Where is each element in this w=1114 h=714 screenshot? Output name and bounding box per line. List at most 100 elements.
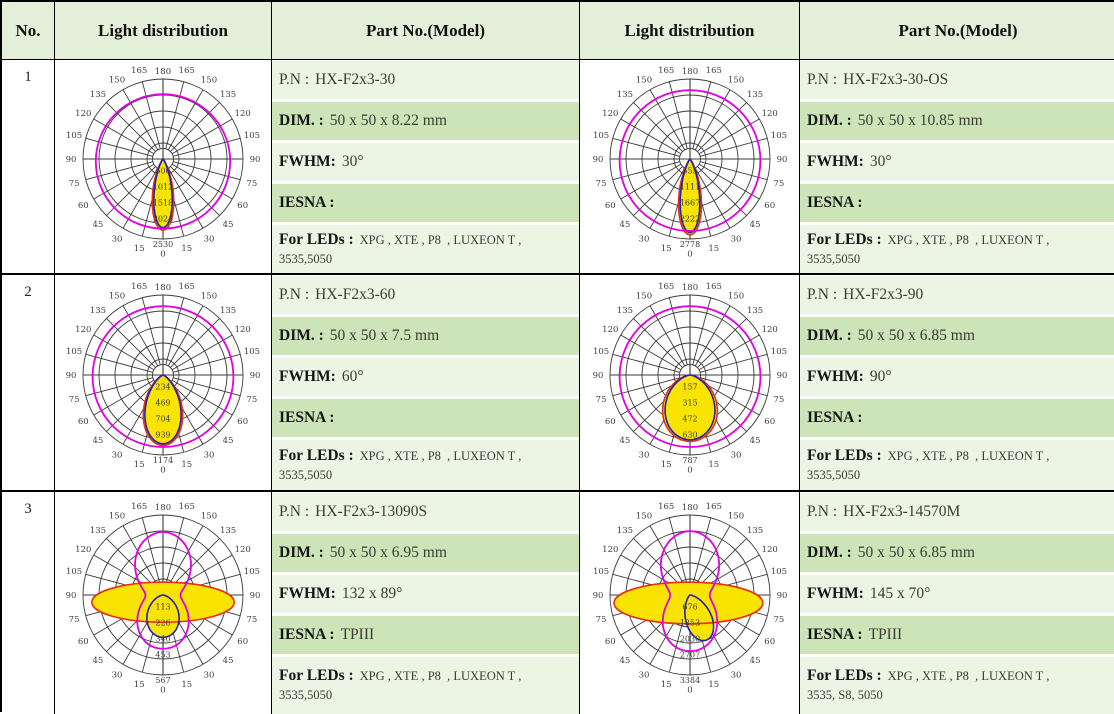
svg-text:30: 30	[638, 671, 649, 681]
svg-text:75: 75	[773, 178, 784, 188]
pn-value: HX-F2x3-30	[315, 71, 396, 88]
svg-text:15: 15	[181, 243, 192, 253]
row-number: 1	[2, 60, 55, 275]
dim-value: 50 x 50 x 8.22 mm	[329, 112, 447, 129]
row-number: 3	[2, 492, 55, 714]
svg-text:135: 135	[616, 526, 632, 536]
row-number: 2	[2, 275, 55, 492]
svg-text:45: 45	[619, 436, 630, 446]
svg-text:105: 105	[592, 347, 608, 357]
svg-text:165: 165	[658, 282, 674, 292]
dim-row: DIM. : 50 x 50 x 6.85 mm	[800, 534, 1114, 572]
pn-label: P.N :	[279, 503, 310, 520]
leds-list-2: 3535, S8, 5050	[807, 688, 883, 703]
svg-text:15: 15	[660, 680, 671, 690]
svg-text:180: 180	[155, 503, 171, 513]
svg-text:2024: 2024	[153, 214, 173, 223]
fwhm-row: FWHM: 90°	[800, 358, 1114, 396]
svg-text:105: 105	[770, 131, 786, 141]
fwhm-label: FWHM:	[279, 368, 336, 385]
svg-text:157: 157	[682, 382, 697, 391]
part-info-cell: P.N : HX-F2x3-13090S DIM. : 50 x 50 x 6.…	[272, 492, 580, 714]
header-light-distribution-2: Light distribution	[580, 2, 800, 60]
svg-text:120: 120	[75, 545, 91, 555]
svg-text:45: 45	[619, 656, 630, 666]
dim-row: DIM. : 50 x 50 x 8.22 mm	[272, 102, 579, 140]
svg-text:75: 75	[595, 615, 606, 625]
svg-text:120: 120	[75, 109, 91, 119]
dim-label: DIM. :	[279, 327, 324, 344]
fwhm-row: FWHM: 30°	[800, 143, 1114, 181]
svg-text:0: 0	[160, 465, 165, 475]
svg-text:60: 60	[78, 417, 89, 427]
svg-text:165: 165	[658, 502, 674, 512]
svg-text:90: 90	[66, 155, 77, 165]
svg-text:0: 0	[160, 249, 165, 259]
svg-text:105: 105	[592, 131, 608, 141]
fwhm-row: FWHM: 145 x 70°	[800, 575, 1114, 613]
svg-text:75: 75	[69, 178, 80, 188]
svg-text:180: 180	[681, 503, 697, 513]
svg-text:165: 165	[705, 282, 721, 292]
dim-value: 50 x 50 x 7.5 mm	[329, 327, 440, 344]
leds-row: For LEDs : XPG , XTE , P8 , LUXEON T , 3…	[272, 657, 579, 714]
dim-value: 50 x 50 x 10.85 mm	[857, 112, 983, 129]
svg-text:150: 150	[201, 75, 217, 85]
leds-list: XPG , XTE , P8 , LUXEON T ,	[887, 232, 1050, 247]
svg-text:0: 0	[687, 249, 692, 259]
svg-text:90: 90	[592, 371, 603, 381]
pn-label: P.N :	[807, 71, 838, 88]
svg-text:3384: 3384	[679, 676, 699, 685]
dim-label: DIM. :	[807, 544, 852, 561]
svg-text:15: 15	[660, 243, 671, 253]
svg-text:60: 60	[78, 637, 89, 647]
svg-text:1667: 1667	[679, 198, 699, 207]
dim-row: DIM. : 50 x 50 x 6.95 mm	[272, 534, 579, 572]
svg-text:30: 30	[730, 671, 741, 681]
leds-row: For LEDs : XPG , XTE , P8 , LUXEON T , 3…	[800, 225, 1114, 273]
fwhm-value: 145 x 70°	[869, 585, 931, 602]
svg-text:180: 180	[155, 67, 171, 77]
svg-text:472: 472	[682, 414, 697, 423]
svg-text:150: 150	[635, 511, 651, 521]
svg-text:939: 939	[155, 430, 170, 439]
pn-value: HX-F2x3-13090S	[315, 503, 428, 520]
leds-list: XPG , XTE , P8 , LUXEON T ,	[359, 232, 522, 247]
fwhm-label: FWHM:	[279, 585, 336, 602]
svg-text:1174: 1174	[153, 456, 173, 465]
svg-text:165: 165	[131, 502, 147, 512]
leds-list: XPG , XTE , P8 , LUXEON T ,	[359, 669, 522, 684]
svg-text:135: 135	[90, 89, 106, 99]
fwhm-label: FWHM:	[807, 585, 864, 602]
svg-text:226: 226	[155, 619, 170, 628]
svg-text:150: 150	[201, 291, 217, 301]
svg-text:75: 75	[69, 615, 80, 625]
iesna-row: IESNA :	[272, 399, 579, 437]
svg-text:676: 676	[682, 603, 697, 612]
svg-text:90: 90	[250, 155, 261, 165]
svg-text:120: 120	[235, 325, 251, 335]
fwhm-value: 60°	[341, 368, 364, 385]
svg-text:1353: 1353	[679, 619, 699, 628]
svg-text:45: 45	[223, 220, 234, 230]
svg-text:135: 135	[220, 89, 236, 99]
leds-row: For LEDs : XPG , XTE , P8 , LUXEON T , 3…	[272, 225, 579, 273]
svg-text:150: 150	[727, 511, 743, 521]
svg-text:165: 165	[705, 66, 721, 76]
iesna-label: IESNA :	[807, 194, 863, 211]
svg-text:30: 30	[730, 234, 741, 244]
leds-line1: For LEDs : XPG , XTE , P8 , LUXEON T ,	[279, 230, 521, 251]
svg-text:1012: 1012	[153, 182, 173, 191]
svg-text:105: 105	[244, 567, 260, 577]
svg-text:135: 135	[220, 305, 236, 315]
svg-text:30: 30	[204, 450, 215, 460]
fwhm-label: FWHM:	[807, 153, 864, 170]
iesna-label: IESNA :	[279, 409, 335, 426]
svg-text:0: 0	[160, 686, 165, 696]
svg-text:105: 105	[592, 567, 608, 577]
svg-text:45: 45	[749, 220, 760, 230]
dim-row: DIM. : 50 x 50 x 6.85 mm	[800, 317, 1114, 355]
svg-text:15: 15	[708, 680, 719, 690]
light-distribution-chart: 234 469 704 939 1174 0 15 15 30 30 45 45 60 60 75 75 90 9…	[55, 275, 272, 492]
svg-text:165: 165	[705, 502, 721, 512]
